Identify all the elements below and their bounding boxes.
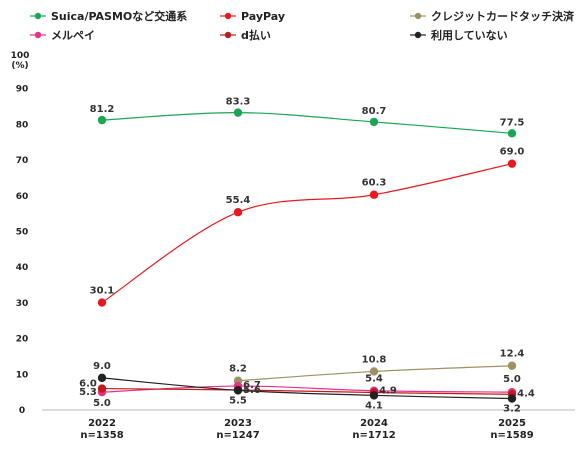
data-point — [507, 361, 517, 370]
data-label: 55.4 — [226, 195, 251, 206]
data-label: 6.0 — [79, 379, 97, 390]
legend-label: d払い — [241, 28, 271, 42]
y-tick-label: 40 — [16, 263, 29, 273]
series-group — [97, 108, 517, 403]
data-point — [233, 386, 243, 395]
data-point — [97, 373, 107, 383]
legend-marker — [34, 12, 42, 20]
data-point — [233, 108, 243, 117]
legend-marker — [414, 12, 422, 20]
data-label: 77.5 — [500, 117, 525, 128]
data-labels: 81.2 83.3 80.7 77.5 30.1 55.4 60.3 69.0 8.2 10.8 1… — [79, 97, 535, 415]
data-point — [369, 190, 379, 199]
data-label: 30.1 — [90, 286, 115, 297]
data-label: 9.0 — [93, 361, 111, 372]
data-point — [369, 367, 379, 376]
x-tick-label: 2023 — [224, 418, 252, 429]
data-label: 5.0 — [503, 374, 521, 385]
data-label: 81.2 — [90, 104, 115, 115]
x-tick-sublabel: n=1589 — [490, 430, 533, 441]
data-label: 5.3 — [79, 387, 97, 398]
y-tick-label: 60 — [16, 192, 29, 202]
x-tick-label: 2024 — [360, 418, 388, 429]
data-label: 60.3 — [362, 178, 387, 189]
y-tick-label: 50 — [16, 228, 29, 238]
data-label: 5.0 — [93, 398, 111, 409]
legend-label: Suica/PASMOなど交通系 — [51, 9, 187, 23]
series-line — [101, 112, 513, 134]
series-line — [101, 163, 513, 304]
legend-marker — [224, 12, 232, 20]
legend-marker — [34, 31, 42, 39]
data-label: 5.4 — [365, 374, 383, 385]
data-label: 69.0 — [500, 147, 525, 158]
y-tick-label: 70 — [16, 156, 29, 166]
data-label: 83.3 — [226, 97, 251, 108]
x-tick-sublabel: n=1358 — [80, 430, 123, 441]
y-tick-label: 0 — [19, 406, 25, 416]
y-axis: 0 10 20 30 40 50 60 70 80 90 — [16, 85, 29, 416]
data-point — [507, 129, 517, 138]
data-point — [369, 117, 379, 127]
data-label: 4.9 — [379, 386, 397, 397]
y-axis-unit-label: (%) — [11, 61, 28, 71]
y-tick-label: 30 — [16, 299, 29, 309]
data-point — [369, 391, 379, 400]
data-label: 80.7 — [362, 106, 387, 117]
data-point — [507, 394, 517, 403]
data-label: 5.6 — [243, 385, 261, 396]
data-point — [233, 208, 243, 217]
legend-label: 利用していない — [431, 28, 508, 42]
data-point — [97, 298, 107, 307]
data-label: 10.8 — [362, 354, 387, 365]
data-label: 4.1 — [365, 400, 383, 411]
data-label: 3.2 — [503, 404, 521, 415]
data-label: 12.4 — [500, 349, 525, 360]
y-tick-label: 10 — [16, 370, 29, 380]
data-label: 4.4 — [517, 388, 535, 399]
x-tick-label: 2025 — [498, 418, 526, 429]
legend-marker — [414, 31, 422, 39]
legend-label: クレジットカードタッチ決済 — [431, 9, 575, 23]
x-tick-label: 2022 — [88, 418, 116, 429]
y-tick-label: 80 — [16, 120, 29, 130]
data-point — [507, 159, 517, 168]
series-line — [101, 387, 513, 395]
y-tick-label: 90 — [16, 85, 29, 95]
legend-marker — [224, 31, 232, 39]
data-label: 8.2 — [229, 364, 247, 375]
data-label: 5.5 — [229, 395, 247, 406]
data-label: 6.7 — [243, 380, 261, 391]
legend-label: PayPay — [241, 10, 285, 23]
y-tick-label: 20 — [16, 335, 29, 345]
legend-label: メルペイ — [51, 29, 95, 42]
data-point — [97, 384, 107, 393]
series-line — [101, 377, 513, 400]
x-tick-sublabel: n=1712 — [352, 430, 395, 441]
y-axis-top-label: 100 — [11, 51, 30, 61]
data-point — [97, 115, 107, 125]
x-tick-sublabel: n=1247 — [216, 430, 259, 441]
